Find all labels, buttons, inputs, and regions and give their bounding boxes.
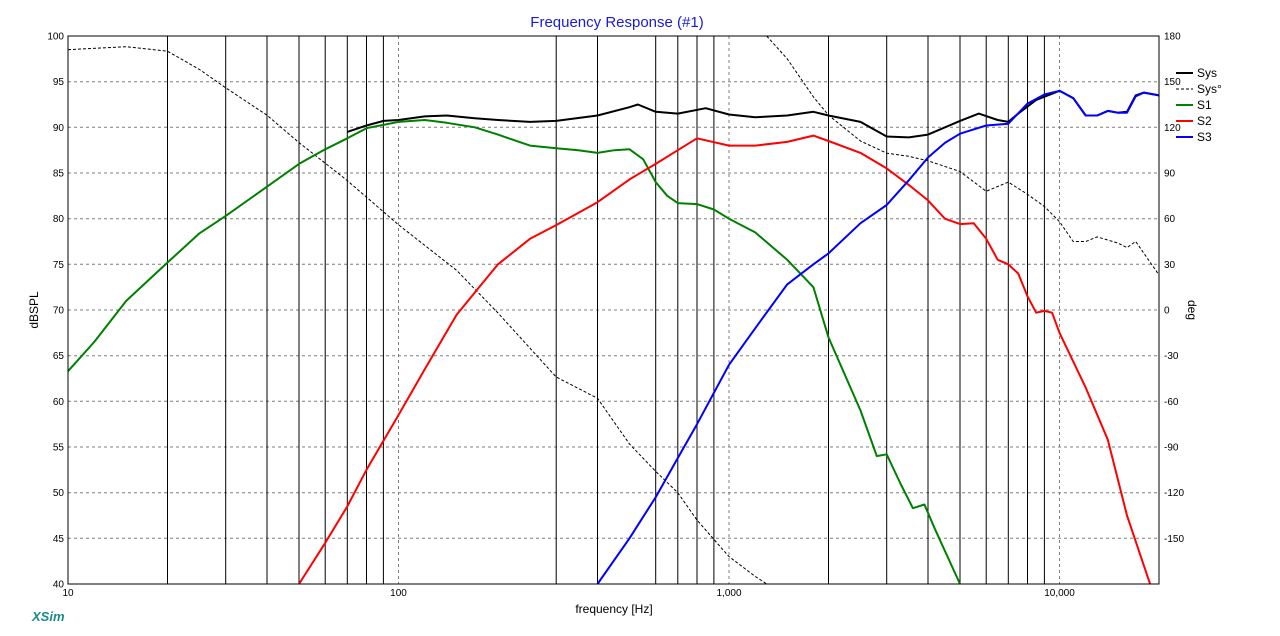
y-right-tick-label: -150 <box>1164 534 1184 545</box>
y-right-tick-label: 60 <box>1164 214 1176 225</box>
y-left-tick-label: 50 <box>53 488 65 499</box>
y-right-tick-label: -30 <box>1164 351 1179 362</box>
legend-label: S1 <box>1197 98 1212 112</box>
y-left-tick-label: 45 <box>53 534 65 545</box>
y-right-tick-label: 90 <box>1164 169 1176 180</box>
y-left-tick-label: 60 <box>53 397 65 408</box>
y-axis-left-label: dBSPL <box>27 291 41 329</box>
y-right-tick-label: 30 <box>1164 260 1176 271</box>
y-left-tick-label: 85 <box>53 169 65 180</box>
legend: Sys Sys° S1 S2 S3 <box>1176 66 1222 144</box>
y-right-tick-label: -120 <box>1164 488 1184 499</box>
x-tick-label: 100 <box>390 588 407 599</box>
y-left-tick-label: 80 <box>53 214 65 225</box>
y-left-tick-label: 40 <box>53 580 65 591</box>
y-left-tick-label: 100 <box>47 32 64 43</box>
y-left-tick-label: 70 <box>53 306 65 317</box>
tick-labels: 404550556065707580859095100-150-120-90-6… <box>47 32 1184 600</box>
y-left-tick-label: 75 <box>53 260 65 271</box>
series-line-s1 <box>67 119 961 585</box>
x-axis-label: frequency [Hz] <box>575 602 652 616</box>
y-left-tick-label: 55 <box>53 443 65 454</box>
xsim-logo: XSim <box>31 609 65 624</box>
legend-label: S2 <box>1197 114 1212 128</box>
y-axis-right-label: deg <box>1185 300 1199 320</box>
y-left-tick-label: 90 <box>53 123 65 134</box>
series-line-s2 <box>298 134 1152 585</box>
series-lines <box>67 35 1160 585</box>
series-line-sys <box>67 35 1160 585</box>
y-left-tick-label: 95 <box>53 77 65 88</box>
legend-label: Sys <box>1197 66 1217 80</box>
y-right-tick-label: -60 <box>1164 397 1179 408</box>
y-right-tick-label: 180 <box>1164 32 1181 43</box>
x-tick-label: 1,000 <box>716 588 741 599</box>
x-tick-label: 10 <box>62 588 74 599</box>
legend-label: S3 <box>1197 130 1212 144</box>
y-left-tick-label: 65 <box>53 351 65 362</box>
chart-title: Frequency Response (#1) <box>530 14 703 31</box>
y-right-tick-label: -90 <box>1164 443 1179 454</box>
x-tick-label: 10,000 <box>1044 588 1075 599</box>
plot-frame <box>67 35 1160 585</box>
series-line-s3 <box>596 89 1160 585</box>
y-right-tick-label: 0 <box>1164 306 1170 317</box>
y-right-tick-label: 120 <box>1164 123 1181 134</box>
legend-label: Sys° <box>1197 82 1222 96</box>
y-right-tick-label: 150 <box>1164 77 1181 88</box>
grid <box>68 36 1159 584</box>
